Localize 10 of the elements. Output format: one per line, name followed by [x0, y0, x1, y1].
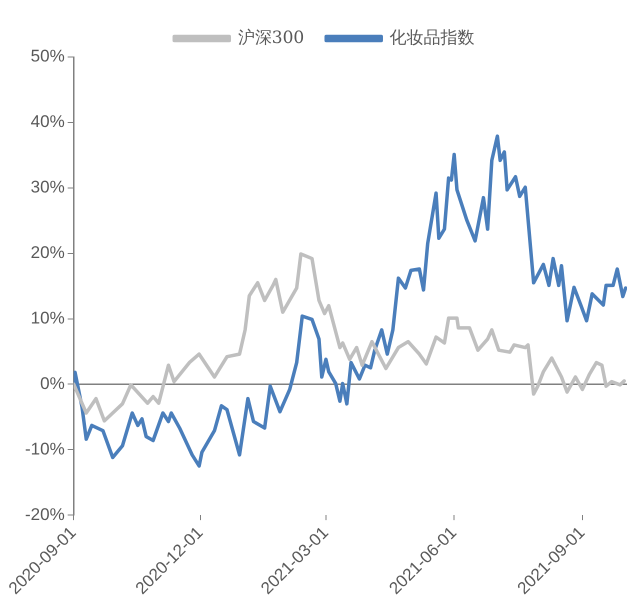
y-tick-label: 10% — [30, 308, 65, 328]
legend-label: 化妆品指数 — [390, 28, 475, 48]
y-tick-label: 0% — [40, 374, 65, 393]
y-tick-label: -20% — [25, 504, 65, 524]
y-tick-label: 50% — [30, 46, 65, 66]
legend-label: 沪深300 — [238, 28, 304, 48]
y-tick-label: 40% — [30, 112, 65, 132]
y-tick-label: -10% — [25, 439, 65, 458]
y-tick-label: 30% — [30, 178, 65, 197]
y-tick-label: 20% — [30, 243, 65, 262]
